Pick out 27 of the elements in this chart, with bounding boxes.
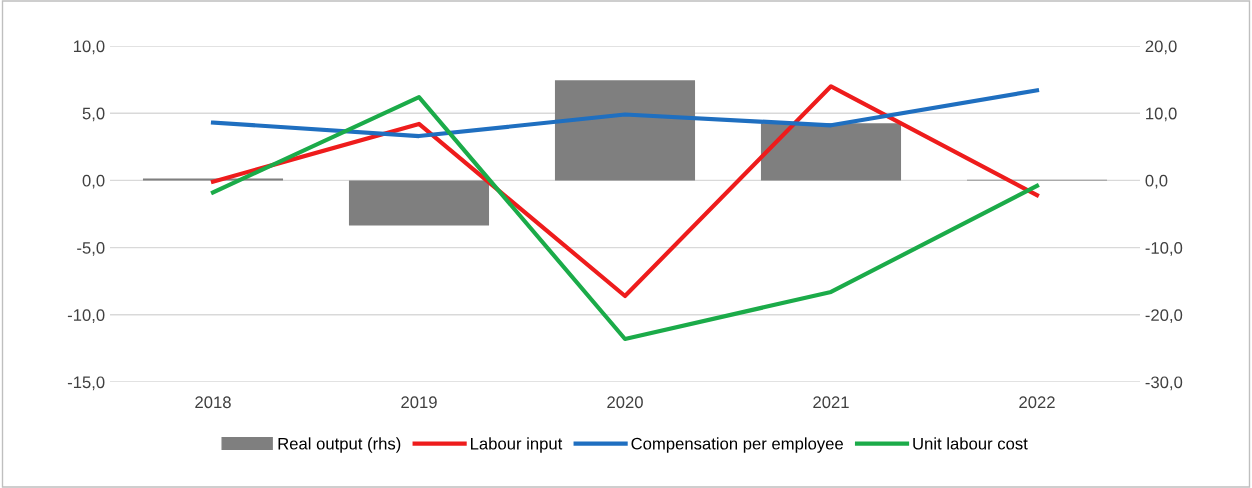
x-tick-label: 2018 [195,396,231,409]
x-tick-label: 2019 [401,396,437,409]
y-tick-label: -10,0 [67,309,105,323]
y2-tick-label: 10,0 [1146,107,1177,122]
x-tick-label: 2020 [607,396,643,409]
y2-tick-label: 0,0 [1145,174,1168,189]
y-tick-label: 0,0 [82,174,105,189]
line-series [210,84,1040,299]
legend-label: Real output (rhs) [278,437,401,453]
bar [760,123,902,181]
y2-tick-label: -10,0 [1145,242,1183,256]
line-series [210,88,1040,139]
y-tick-label: -5,0 [77,242,105,256]
legend-label: Labour input [471,437,563,453]
x-tick-label: 2022 [1019,396,1055,409]
bar [554,80,696,181]
line-series [210,94,1040,342]
legend-label: Unit labour cost [913,437,1028,450]
y2-tick-label: 20,0 [1145,40,1177,55]
x-tick-label: 2021 [813,396,849,409]
y2-tick-label: -20,0 [1145,309,1183,323]
y2-tick-label: -30,0 [1145,376,1183,391]
y-tick-label: -15,0 [67,376,105,391]
legend-label: Compensation per employee [631,437,843,453]
bar [348,180,490,226]
y-tick-label: 5,0 [82,107,105,122]
y-tick-label: 10,0 [73,40,105,55]
